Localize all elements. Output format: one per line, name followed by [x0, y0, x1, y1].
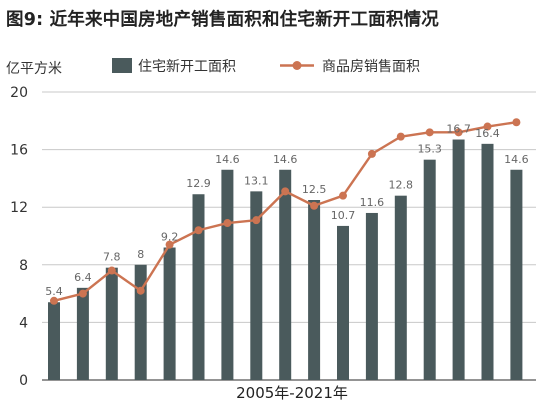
bar: [452, 139, 465, 380]
line-point: [454, 128, 463, 137]
line-point: [483, 122, 492, 131]
legend-swatch-marker: [292, 61, 302, 70]
line-point: [252, 216, 261, 225]
line-series: [50, 118, 521, 305]
legend-label-bar: 住宅新开工面积: [138, 59, 236, 75]
line-point: [310, 201, 319, 210]
data-labels: 5.4 6.4 7.8 8 9.2 12.9 14.6 13.1 14.6 12.5 10.7 11.…: [45, 123, 528, 299]
line-point: [339, 191, 347, 200]
bar-value-label: 5.4: [45, 285, 63, 298]
y-tick-label: 20: [10, 85, 28, 101]
bar: [481, 143, 494, 380]
bar-value-label: 7.8: [103, 251, 121, 264]
y-tick-label: 4: [19, 315, 28, 331]
bar-value-label: 11.6: [360, 196, 385, 209]
line-point: [281, 187, 290, 196]
bar-value-label: 14.6: [215, 153, 240, 166]
line-point: [223, 219, 232, 228]
bar: [423, 159, 436, 380]
bar-value-label: 13.1: [244, 174, 269, 187]
x-axis-label: 2005年-2021年: [236, 384, 348, 402]
legend-item-line: 商品房销售面积: [280, 59, 420, 75]
line-point: [367, 149, 376, 158]
bar-value-label: 16.7: [446, 123, 471, 136]
bar-value-label: 12.5: [302, 183, 327, 196]
bar-value-label: 14.6: [273, 153, 298, 166]
y-axis-label: 亿平方米: [6, 61, 62, 77]
y-tick-label: 12: [10, 200, 28, 216]
bar: [105, 267, 118, 380]
legend: 住宅新开工面积 商品房销售面积: [112, 58, 420, 75]
bar: [365, 212, 378, 380]
chart-title: 图9: 近年来中国房地产销售面积和住宅新开工面积情况: [6, 10, 439, 30]
y-tick-label: 16: [10, 143, 28, 159]
bar-series: [48, 139, 523, 380]
legend-item-bar: 住宅新开工面积: [112, 58, 236, 75]
line-point: [50, 296, 58, 305]
bar: [76, 287, 89, 380]
bar: [394, 195, 407, 380]
bar: [192, 194, 205, 380]
bar-value-label: 12.8: [389, 179, 414, 192]
bar-value-label: 14.6: [504, 153, 529, 166]
bar-value-label: 8: [137, 248, 144, 261]
line-point: [396, 132, 405, 141]
y-tick-label: 0: [19, 373, 28, 389]
bar-value-label: 12.9: [186, 177, 211, 190]
legend-label-line: 商品房销售面积: [322, 59, 420, 75]
bar-value-label: 15.3: [417, 143, 442, 156]
legend-swatch-bar: [112, 58, 132, 73]
bar-value-label: 10.7: [331, 209, 356, 222]
bar: [337, 225, 349, 380]
line-point: [136, 286, 145, 295]
line-point: [165, 240, 174, 249]
bar: [134, 264, 147, 380]
bar: [48, 302, 60, 380]
bar-value-label: 6.4: [74, 271, 92, 284]
bar: [163, 247, 176, 380]
y-axis: 0 4 8 12 16 20: [10, 85, 28, 389]
line-point: [512, 118, 521, 127]
bar: [308, 200, 321, 380]
y-tick-label: 8: [19, 258, 28, 274]
bar-value-label: 9.2: [161, 231, 179, 244]
line-point: [78, 289, 87, 298]
bar-value-label: 16.4: [475, 127, 500, 140]
bar: [279, 169, 292, 380]
line-point: [425, 128, 434, 137]
bar: [250, 191, 263, 380]
line-point: [107, 266, 116, 275]
line-point: [194, 226, 203, 235]
bar: [221, 169, 234, 380]
bar: [510, 169, 523, 380]
